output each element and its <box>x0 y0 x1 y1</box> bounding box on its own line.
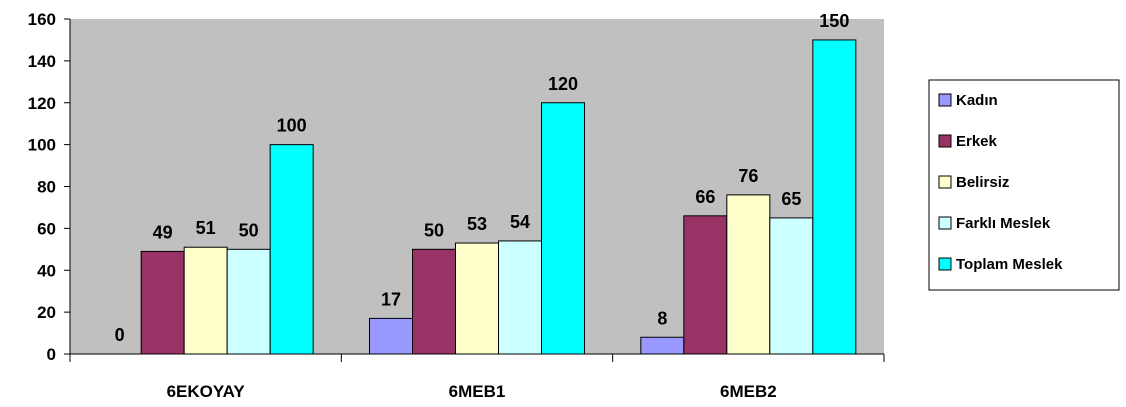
legend-swatch <box>938 134 952 148</box>
data-label: 65 <box>781 189 801 209</box>
legend-swatch <box>938 216 952 230</box>
y-tick-label: 100 <box>28 136 56 155</box>
y-tick-label: 160 <box>28 10 56 29</box>
y-tick-label: 20 <box>37 303 56 322</box>
y-tick-label: 40 <box>37 261 56 280</box>
bar-erkek-6ekoyay <box>140 250 185 355</box>
data-label: 51 <box>196 218 216 238</box>
y-tick-label: 0 <box>47 345 56 364</box>
legend-swatch <box>938 175 952 189</box>
legend-box <box>928 79 1120 291</box>
bar-belirsiz-6ekoyay <box>183 246 228 355</box>
bar-kadin-6meb2 <box>640 336 685 355</box>
data-label: 120 <box>548 74 578 94</box>
y-tick-label: 120 <box>28 94 56 113</box>
data-label: 49 <box>153 222 173 242</box>
y-tick-label: 140 <box>28 52 56 71</box>
data-label: 50 <box>424 220 444 240</box>
data-label: 0 <box>115 325 125 345</box>
bar-toplam-meslek-6meb1 <box>541 102 585 355</box>
bar-kadin-6meb1 <box>369 317 413 355</box>
x-tick-label: 6MEB2 <box>720 382 777 401</box>
data-label: 53 <box>467 214 487 234</box>
legend-label: Toplam Meslek <box>956 256 1063 273</box>
bar-farkli-meslek-6meb2 <box>769 217 814 355</box>
data-label: 66 <box>695 187 715 207</box>
legend-swatch <box>938 93 952 107</box>
legend: Kadın Erkek Belirsiz Farklı Meslek Toplam Me… <box>928 79 1120 291</box>
y-tick-label: 60 <box>37 219 56 238</box>
bar-erkek-6meb2 <box>683 215 728 355</box>
legend-label: Kadın <box>956 92 998 109</box>
y-tick-label: 80 <box>37 178 56 197</box>
legend-label: Farklı Meslek <box>956 215 1051 232</box>
bar-toplam-meslek-6meb2 <box>812 39 857 355</box>
bar-farkli-meslek-6ekoyay <box>226 248 271 355</box>
data-label: 150 <box>819 11 849 31</box>
data-label: 8 <box>657 308 667 328</box>
bar-belirsiz-6meb2 <box>726 194 771 355</box>
data-label: 50 <box>239 220 259 240</box>
legend-label: Erkek <box>956 133 998 150</box>
bar-belirsiz-6meb1 <box>455 242 499 355</box>
bar-farkli-meslek-6meb1 <box>498 240 542 355</box>
data-label: 54 <box>510 212 530 232</box>
legend-label: Belirsiz <box>956 174 1009 191</box>
x-tick-label: 6EKOYAY <box>167 382 246 401</box>
legend-swatch <box>938 257 952 271</box>
data-label: 76 <box>738 166 758 186</box>
data-label: 17 <box>381 289 401 309</box>
bar-erkek-6meb1 <box>412 248 456 355</box>
x-tick-label: 6MEB1 <box>449 382 506 401</box>
bar-toplam-meslek-6ekoyay <box>269 144 314 355</box>
data-label: 100 <box>277 116 307 136</box>
